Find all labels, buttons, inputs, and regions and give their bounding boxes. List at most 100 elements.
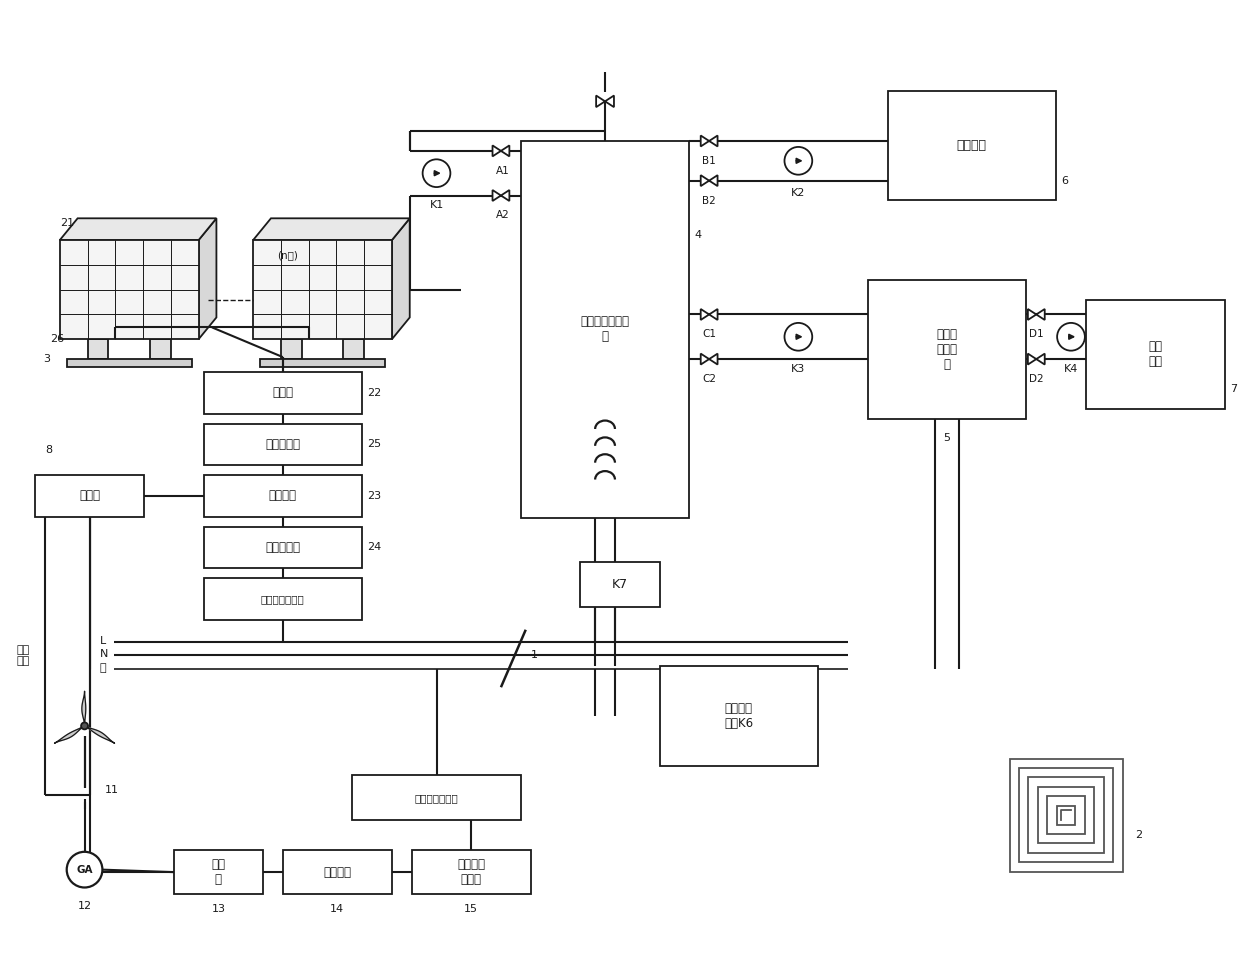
Text: 4: 4 xyxy=(694,230,702,240)
Text: N: N xyxy=(99,649,108,658)
FancyBboxPatch shape xyxy=(1009,759,1122,871)
Text: 1: 1 xyxy=(531,650,538,659)
Text: K7: K7 xyxy=(611,578,627,591)
Text: K1: K1 xyxy=(429,200,444,210)
Polygon shape xyxy=(701,175,709,186)
Text: C1: C1 xyxy=(702,329,717,340)
Text: 反流割断器: 反流割断器 xyxy=(265,438,300,451)
FancyBboxPatch shape xyxy=(1056,805,1075,825)
Polygon shape xyxy=(1028,309,1037,320)
Text: 地: 地 xyxy=(99,663,107,674)
Text: 22: 22 xyxy=(367,388,382,398)
Text: B2: B2 xyxy=(702,196,715,205)
Circle shape xyxy=(785,147,812,174)
Text: GA: GA xyxy=(77,864,93,875)
Text: K3: K3 xyxy=(791,364,806,374)
Text: 11: 11 xyxy=(104,785,118,796)
Text: 整流
器: 整流 器 xyxy=(211,858,226,886)
Polygon shape xyxy=(492,145,501,157)
FancyBboxPatch shape xyxy=(1038,787,1094,843)
Text: 8: 8 xyxy=(45,445,52,455)
FancyBboxPatch shape xyxy=(203,578,362,620)
Circle shape xyxy=(423,160,450,187)
Text: A2: A2 xyxy=(496,210,510,221)
Text: D1: D1 xyxy=(1029,329,1044,340)
Polygon shape xyxy=(253,219,409,240)
FancyBboxPatch shape xyxy=(283,850,392,894)
Circle shape xyxy=(67,852,103,888)
Text: 23: 23 xyxy=(367,491,381,500)
FancyBboxPatch shape xyxy=(343,339,365,359)
FancyBboxPatch shape xyxy=(280,339,301,359)
Text: 14: 14 xyxy=(330,904,345,915)
Text: 热水系统: 热水系统 xyxy=(957,139,987,152)
Polygon shape xyxy=(709,353,718,365)
Polygon shape xyxy=(198,219,217,339)
Text: 7: 7 xyxy=(1230,383,1236,394)
Text: 制冷
系统: 制冷 系统 xyxy=(1148,340,1162,368)
FancyBboxPatch shape xyxy=(203,372,362,413)
Text: 26: 26 xyxy=(50,334,64,345)
Text: K4: K4 xyxy=(1064,364,1079,374)
Text: 24: 24 xyxy=(367,542,382,553)
Text: 6: 6 xyxy=(1061,175,1068,186)
Polygon shape xyxy=(701,136,709,146)
Text: B1: B1 xyxy=(702,156,715,166)
FancyBboxPatch shape xyxy=(67,359,192,367)
FancyBboxPatch shape xyxy=(1048,797,1085,834)
Text: 电能表、双向表: 电能表、双向表 xyxy=(260,594,305,604)
Text: L: L xyxy=(99,636,105,646)
Circle shape xyxy=(81,722,88,729)
FancyBboxPatch shape xyxy=(1086,300,1225,408)
Polygon shape xyxy=(1037,353,1045,365)
Text: 2: 2 xyxy=(1136,830,1142,840)
Polygon shape xyxy=(84,726,114,743)
FancyBboxPatch shape xyxy=(174,850,263,894)
FancyBboxPatch shape xyxy=(150,339,171,359)
FancyBboxPatch shape xyxy=(580,562,660,607)
Text: C2: C2 xyxy=(702,374,717,384)
Text: 汇流箱: 汇流箱 xyxy=(273,386,294,399)
Text: 风力发电
逆变器: 风力发电 逆变器 xyxy=(458,858,485,886)
FancyBboxPatch shape xyxy=(1019,768,1114,862)
FancyBboxPatch shape xyxy=(35,475,144,517)
Text: 13: 13 xyxy=(211,904,226,915)
Text: 市电
系统: 市电 系统 xyxy=(16,645,30,666)
FancyBboxPatch shape xyxy=(203,475,362,517)
Polygon shape xyxy=(501,145,510,157)
Polygon shape xyxy=(709,309,718,320)
Polygon shape xyxy=(596,96,605,107)
Text: 蓄电池: 蓄电池 xyxy=(79,490,100,502)
Polygon shape xyxy=(1037,309,1045,320)
Text: 电热蓄水储能装
置: 电热蓄水储能装 置 xyxy=(580,316,630,344)
FancyBboxPatch shape xyxy=(260,359,384,367)
Polygon shape xyxy=(501,190,510,201)
Polygon shape xyxy=(55,726,84,743)
FancyBboxPatch shape xyxy=(521,141,689,518)
Text: 光伏逆变器: 光伏逆变器 xyxy=(265,541,300,554)
Text: 3: 3 xyxy=(43,354,50,364)
FancyBboxPatch shape xyxy=(660,666,818,766)
Text: K2: K2 xyxy=(791,188,806,197)
Text: 控制器一: 控制器一 xyxy=(324,865,351,879)
Polygon shape xyxy=(709,175,718,186)
Text: D2: D2 xyxy=(1029,374,1044,384)
Polygon shape xyxy=(1028,353,1037,365)
FancyBboxPatch shape xyxy=(412,850,531,894)
Text: 控制器二: 控制器二 xyxy=(269,490,296,502)
FancyBboxPatch shape xyxy=(203,424,362,466)
Polygon shape xyxy=(392,219,409,339)
Text: 空气源
热泵机
组: 空气源 热泵机 组 xyxy=(936,328,957,371)
Circle shape xyxy=(785,323,812,350)
Polygon shape xyxy=(492,190,501,201)
Polygon shape xyxy=(701,353,709,365)
Text: A1: A1 xyxy=(496,166,510,176)
Text: 12: 12 xyxy=(77,901,92,912)
FancyBboxPatch shape xyxy=(203,527,362,568)
Polygon shape xyxy=(605,96,614,107)
Circle shape xyxy=(1058,323,1085,350)
Text: 地暖接线
盒、K6: 地暖接线 盒、K6 xyxy=(724,702,754,730)
Text: (n组): (n组) xyxy=(278,250,299,260)
Text: 5: 5 xyxy=(944,434,951,443)
FancyBboxPatch shape xyxy=(888,91,1056,200)
